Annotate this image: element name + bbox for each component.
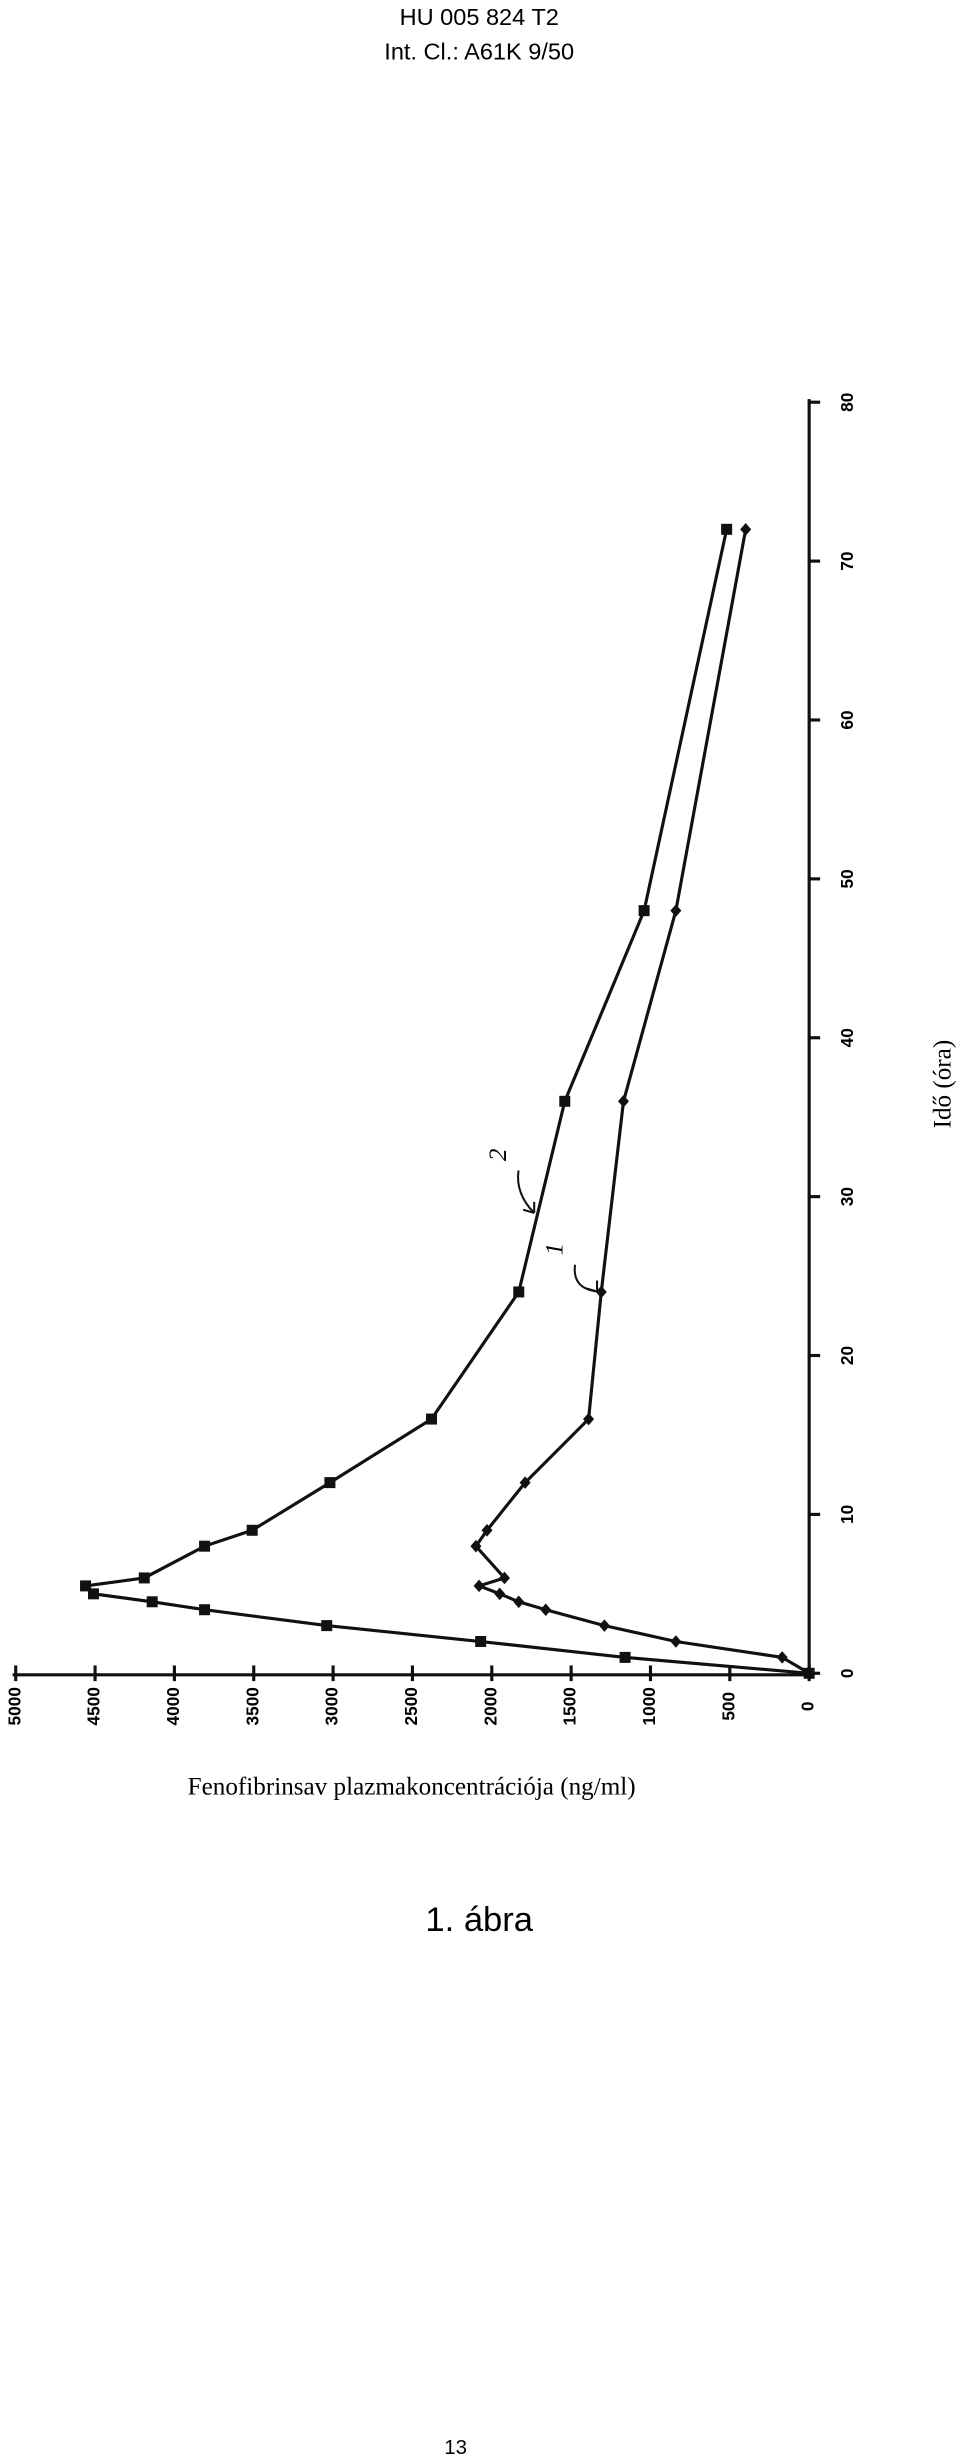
square-marker: [475, 1636, 487, 1648]
square-marker: [638, 905, 650, 917]
diamond-marker: [473, 1579, 485, 1593]
y-axis-label: Fenofibrinsav plazmakoncentrációja (ng/m…: [188, 1773, 636, 1800]
series-line: [473, 529, 810, 1675]
y-tick-label: 1500: [560, 1687, 580, 1725]
page-number: 13: [444, 2437, 467, 2459]
figure-caption: 1. ábra: [425, 1901, 533, 1939]
y-tick-label: 1000: [639, 1687, 659, 1725]
square-marker: [513, 1286, 525, 1298]
square-marker: [146, 1596, 158, 1608]
x-tick-label: 60: [837, 710, 857, 729]
x-tick-label: 20: [837, 1346, 857, 1365]
square-marker: [803, 1667, 815, 1679]
diamond-marker: [670, 904, 682, 917]
x-axis-label: Idő (óra): [930, 1040, 957, 1129]
square-marker: [246, 1524, 258, 1536]
diamond-marker: [498, 1571, 510, 1585]
square-marker: [619, 1651, 631, 1663]
y-tick-label: 3500: [242, 1687, 262, 1725]
annotation-arrow: [573, 1264, 599, 1293]
annotation-arrow: [517, 1170, 536, 1214]
square-marker: [324, 1477, 336, 1489]
diamond-marker: [670, 1635, 682, 1648]
x-tick-label: 40: [837, 1028, 857, 1047]
square-marker: [199, 1540, 211, 1552]
diamond-marker: [519, 1476, 531, 1489]
diamond-marker: [595, 1285, 607, 1299]
series-annotation: 2: [485, 1148, 512, 1161]
diamond-marker: [776, 1651, 788, 1664]
patent-number: HU 005 824 T2: [400, 4, 559, 30]
x-tick-label: 70: [837, 551, 857, 570]
y-tick-label: 5000: [4, 1687, 24, 1725]
x-tick-label: 10: [837, 1505, 857, 1524]
diamond-marker: [470, 1539, 482, 1553]
square-marker: [87, 1588, 99, 1600]
y-tick-label: 4000: [163, 1687, 183, 1725]
square-marker: [425, 1413, 437, 1425]
x-tick-label: 80: [837, 393, 857, 412]
diamond-marker: [598, 1619, 610, 1632]
square-marker: [559, 1095, 571, 1107]
square-marker: [321, 1620, 333, 1632]
square-marker: [721, 523, 733, 535]
diamond-marker: [617, 1095, 629, 1108]
square-marker: [138, 1572, 150, 1584]
square-marker: [80, 1580, 92, 1592]
series-line: [82, 528, 810, 1675]
diamond-marker: [494, 1587, 506, 1601]
classification: Int. Cl.: A61K 9/50: [384, 39, 574, 65]
y-tick-label: 0: [798, 1701, 818, 1711]
square-marker: [199, 1604, 211, 1616]
diamond-marker: [481, 1524, 493, 1537]
y-tick-label: 3000: [322, 1687, 342, 1725]
x-tick-label: 30: [837, 1187, 857, 1206]
diamond-marker: [513, 1595, 525, 1609]
x-tick-label: 0: [837, 1668, 857, 1678]
x-tick-label: 50: [837, 869, 857, 888]
y-tick-label: 500: [718, 1692, 738, 1721]
y-tick-label: 2000: [480, 1687, 500, 1725]
diamond-marker: [740, 523, 752, 536]
y-tick-label: 4500: [84, 1687, 104, 1725]
diamond-marker: [540, 1603, 552, 1617]
y-tick-label: 2500: [401, 1687, 421, 1725]
series-annotation: 1: [541, 1243, 568, 1256]
